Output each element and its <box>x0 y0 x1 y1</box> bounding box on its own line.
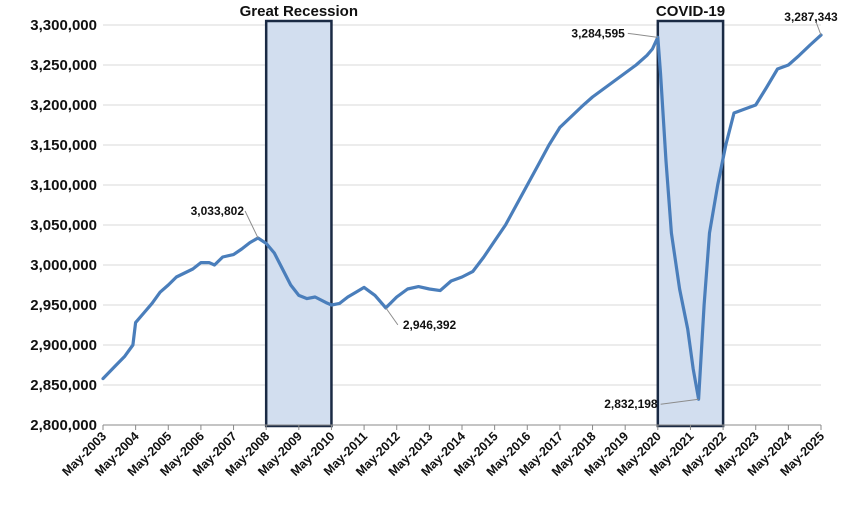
shaded-region <box>264 19 333 428</box>
callout-leader <box>660 398 699 405</box>
series-line-group <box>101 33 823 401</box>
y-tick-label: 3,050,000 <box>30 217 97 234</box>
annotations: 3,033,802 2,946,392 3,284,595 2,832,198 3,28… <box>191 10 838 411</box>
callout-leader <box>385 307 399 326</box>
y-tick-label: 3,100,000 <box>30 177 97 194</box>
y-tick-label: 3,250,000 <box>30 57 97 74</box>
region-label: COVID-19 <box>656 3 725 20</box>
y-tick-label: 2,900,000 <box>30 337 97 354</box>
shaded-regions: Great Recession COVID-19 <box>240 3 725 428</box>
shaded-region <box>656 19 725 428</box>
data-callout-label: 3,284,595 <box>571 26 625 40</box>
y-tick-label: 3,300,000 <box>30 17 97 34</box>
y-tick-label: 3,200,000 <box>30 97 97 114</box>
y-tick-label: 2,950,000 <box>30 297 97 314</box>
data-callout-label: 3,287,343 <box>784 10 838 24</box>
y-tick-label: 3,000,000 <box>30 257 97 274</box>
callout-leader <box>627 32 658 38</box>
y-tick-label: 2,850,000 <box>30 377 97 394</box>
data-callout-label: 2,832,198 <box>604 397 658 411</box>
series-line <box>101 33 823 401</box>
callout-leader <box>814 18 822 36</box>
data-callout-label: 2,946,392 <box>403 318 457 332</box>
y-tick-label: 3,150,000 <box>30 137 97 154</box>
region-label: Great Recession <box>240 3 358 20</box>
y-tick-label: 2,800,000 <box>30 417 97 434</box>
callout-leader <box>244 210 259 239</box>
data-callout-label: 3,033,802 <box>191 204 245 218</box>
